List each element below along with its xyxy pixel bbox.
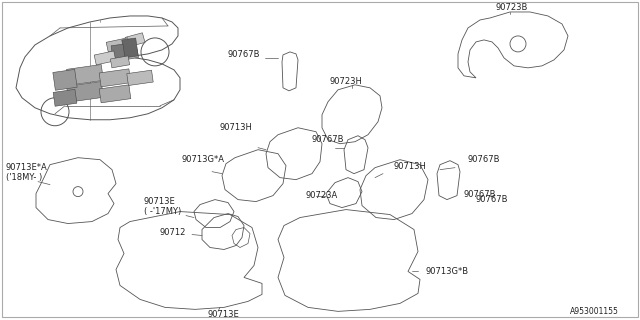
Text: A953001155: A953001155 [570,307,619,316]
Polygon shape [99,69,131,87]
Text: 90767B: 90767B [475,195,508,204]
Text: 90767B: 90767B [228,50,260,60]
Text: 90723A: 90723A [305,191,337,200]
Polygon shape [127,70,153,85]
Text: ('18MY- ): ('18MY- ) [6,173,42,182]
Polygon shape [53,69,77,90]
Text: 90767B: 90767B [464,190,497,199]
Text: 90767B: 90767B [312,135,344,144]
Polygon shape [99,85,131,103]
Text: 90713H: 90713H [220,123,253,132]
Text: 90723H: 90723H [330,77,363,86]
Polygon shape [67,65,104,85]
Polygon shape [125,33,145,47]
Polygon shape [122,38,138,58]
Text: 90712: 90712 [160,228,186,237]
Polygon shape [67,82,104,102]
Polygon shape [106,38,130,52]
Text: 90713G*B: 90713G*B [425,267,468,276]
Polygon shape [110,56,130,68]
Polygon shape [53,89,77,106]
Text: ( -'17MY): ( -'17MY) [144,207,181,216]
Text: 90767B: 90767B [468,155,500,164]
Text: 90713E: 90713E [208,310,240,319]
Text: 90713H: 90713H [394,162,427,171]
Polygon shape [94,51,116,65]
Text: 90713E*A: 90713E*A [6,163,48,172]
Polygon shape [111,44,125,60]
Text: 90723B: 90723B [496,4,529,12]
Text: 90713E: 90713E [144,197,176,206]
Polygon shape [122,50,139,60]
Text: 90713G*A: 90713G*A [182,155,225,164]
